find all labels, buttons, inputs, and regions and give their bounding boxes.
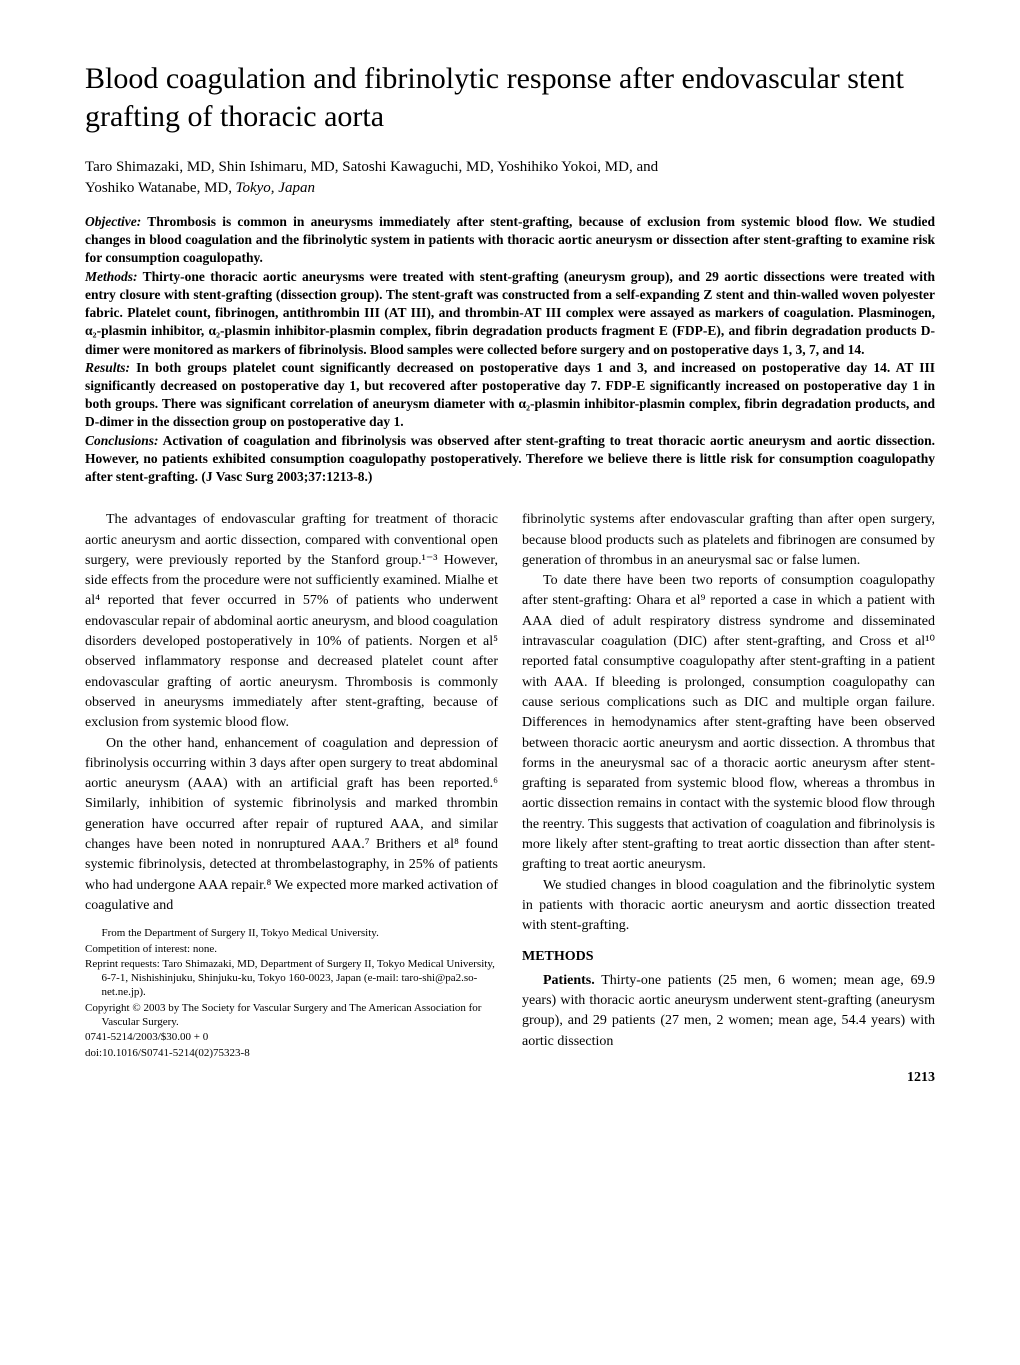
body-columns: The advantages of endovascular grafting … xyxy=(85,510,935,1088)
body-paragraph: We studied changes in blood coagulation … xyxy=(522,876,935,937)
body-paragraph: The advantages of endovascular grafting … xyxy=(85,510,498,733)
body-paragraph: fibrinolytic systems after endovascular … xyxy=(522,510,935,571)
abstract-block: Objective: Thrombosis is common in aneur… xyxy=(85,213,935,486)
abstract-results: In both groups platelet count significan… xyxy=(85,360,935,430)
article-title: Blood coagulation and fibrinolytic respo… xyxy=(85,60,935,135)
footnote-line: 0741-5214/2003/$30.00 + 0 xyxy=(85,1030,498,1044)
authors-last: Yoshiko Watanabe, MD, xyxy=(85,180,232,196)
footnote-line: From the Department of Surgery II, Tokyo… xyxy=(85,926,498,940)
body-paragraph: To date there have been two reports of c… xyxy=(522,571,935,875)
methods-paragraph: Patients. Thirty-one patients (25 men, 6… xyxy=(522,971,935,1052)
abstract-methods: Thirty-one thoracic aortic aneurysms wer… xyxy=(85,269,935,357)
footnotes-block: From the Department of Surgery II, Tokyo… xyxy=(85,926,498,1060)
footnote-line: Copyright © 2003 by The Society for Vasc… xyxy=(85,1001,498,1030)
abstract-objective-label: Objective: xyxy=(85,214,141,229)
right-column: fibrinolytic systems after endovascular … xyxy=(522,510,935,1088)
authors-conjunction: and xyxy=(633,159,658,175)
footnote-line: Reprint requests: Taro Shimazaki, MD, De… xyxy=(85,957,498,1000)
methods-heading: METHODS xyxy=(522,947,935,967)
left-column: The advantages of endovascular grafting … xyxy=(85,510,498,1088)
abstract-methods-label: Methods: xyxy=(85,269,138,284)
abstract-conclusions: Activation of coagulation and fibrinolys… xyxy=(85,433,935,484)
footnote-line: doi:10.1016/S0741-5214(02)75323-8 xyxy=(85,1046,498,1060)
body-paragraph: On the other hand, enhancement of coagul… xyxy=(85,734,498,917)
methods-run-in: Patients. xyxy=(543,973,595,988)
authors-block: Taro Shimazaki, MD, Shin Ishimaru, MD, S… xyxy=(85,157,935,199)
abstract-objective: Thrombosis is common in aneurysms immedi… xyxy=(85,214,935,265)
authors-primary: Taro Shimazaki, MD, Shin Ishimaru, MD, S… xyxy=(85,159,633,175)
abstract-conclusions-label: Conclusions: xyxy=(85,433,159,448)
footnote-line: Competition of interest: none. xyxy=(85,942,498,956)
affiliation-text: Tokyo, Japan xyxy=(236,180,315,196)
abstract-results-label: Results: xyxy=(85,360,130,375)
page-number: 1213 xyxy=(522,1068,935,1088)
